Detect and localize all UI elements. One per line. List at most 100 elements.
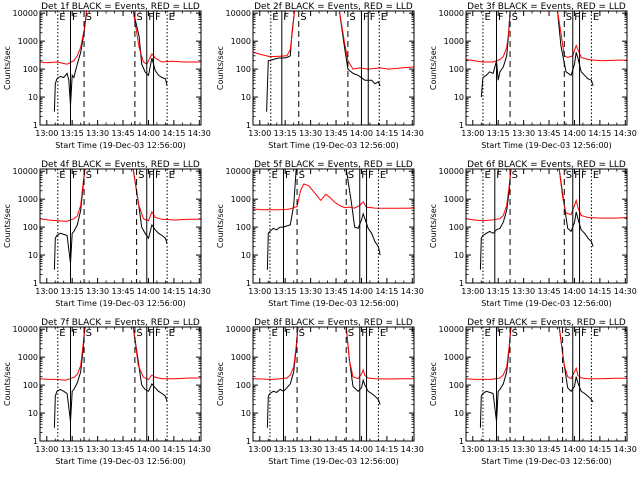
x-tick-label: 14:00	[350, 129, 373, 138]
y-tick-label: 1	[246, 121, 251, 130]
marker-label: E	[484, 328, 490, 339]
y-tick-label: 1	[459, 279, 464, 288]
x-tick-label: 14:30	[614, 129, 637, 138]
marker-label: F	[370, 12, 376, 23]
x-axis-label: Start Time (19-Dec-03 12:56:00)	[55, 457, 186, 466]
marker-label: E	[381, 12, 387, 23]
panel-title: Det 2f BLACK = Events, RED = LLD	[254, 2, 413, 12]
panel-title: Det 7f BLACK = Events, RED = LLD	[41, 318, 200, 328]
panel-title: Det 5f BLACK = Events, RED = LLD	[254, 160, 413, 170]
marker-label: S	[512, 170, 518, 181]
panel-title: Det 1f BLACK = Events, RED = LLD	[41, 2, 200, 12]
y-axis-label: Counts/sec	[429, 46, 438, 90]
x-axis-label: Start Time (19-Dec-03 12:56:00)	[268, 141, 399, 150]
x-tick-label: 14:15	[588, 445, 611, 454]
y-tick-label: 1000	[18, 195, 38, 204]
marker-label: E	[169, 12, 175, 23]
x-tick-label: 13:00	[248, 445, 271, 454]
series-group	[253, 327, 414, 428]
marker-label: S	[86, 12, 92, 23]
x-tick-label: 13:30	[512, 129, 535, 138]
x-tick-label: 14:30	[401, 287, 424, 296]
x-tick-label: 13:30	[512, 287, 535, 296]
plot-frame	[39, 326, 202, 442]
x-tick-label: 14:00	[137, 129, 160, 138]
marker-label: F	[574, 328, 580, 339]
series-events-line	[53, 11, 168, 112]
x-tick-label: 13:30	[512, 445, 535, 454]
y-tick-label: 100	[23, 65, 38, 74]
marker-label: S	[86, 170, 92, 181]
marker-label: E	[59, 328, 65, 339]
series-lld-line	[466, 11, 627, 63]
x-tick-label: 14:15	[375, 287, 398, 296]
x-tick-label: 13:00	[248, 287, 271, 296]
y-tick-label: 1	[459, 121, 464, 130]
y-axis-label: Counts/sec	[429, 362, 438, 406]
marker-label: F	[361, 328, 367, 339]
y-tick-label: 10000	[226, 167, 251, 176]
y-tick-label: 1000	[18, 353, 38, 362]
series-lld-line	[253, 11, 414, 70]
series-lld-line	[466, 327, 627, 380]
plot-frame	[465, 168, 628, 284]
marker-label: F	[368, 170, 374, 181]
x-tick-label: 14:15	[162, 129, 185, 138]
x-tick-label: 14:00	[137, 287, 160, 296]
panel-title: Det 6f BLACK = Events, RED = LLD	[467, 160, 626, 170]
marker-label: E	[380, 328, 386, 339]
series-lld-line	[253, 327, 414, 380]
y-ticks: 1 10 100 1000 10000	[439, 9, 627, 130]
x-tick-label: 13:45	[112, 445, 135, 454]
x-tick-label: 14:30	[614, 287, 637, 296]
y-tick-label: 1	[33, 121, 38, 130]
y-ticks: 1 10 100 1000 10000	[439, 325, 627, 446]
y-tick-label: 100	[236, 381, 251, 390]
marker-label: F	[581, 12, 587, 23]
y-tick-label: 1	[246, 279, 251, 288]
y-tick-label: 10	[454, 251, 464, 260]
series-lld-line	[40, 169, 201, 222]
x-ticks: 13:00 13:15 13:30 13:45 14:00 14:15 14:30	[461, 327, 637, 454]
y-ticks: 1 10 100 1000 10000	[13, 167, 201, 288]
x-tick-label: 14:00	[563, 445, 586, 454]
y-ticks: 1 10 100 1000 10000	[13, 325, 201, 446]
y-axis-label: Counts/sec	[3, 46, 12, 90]
y-axis-label: Counts/sec	[3, 204, 12, 248]
y-tick-label: 100	[23, 223, 38, 232]
marker-label: F	[363, 12, 369, 23]
x-axis-label: Start Time (19-Dec-03 12:56:00)	[481, 141, 612, 150]
panel-det-6: Det 6f BLACK = Events, RED = LLD Counts/s…	[429, 160, 637, 308]
y-tick-label: 100	[449, 223, 464, 232]
marker-label: S	[299, 170, 305, 181]
x-tick-label: 13:00	[35, 129, 58, 138]
panel-det-4: Det 4f BLACK = Events, RED = LLD Counts/s…	[3, 160, 211, 308]
series-group	[466, 11, 627, 98]
marker-label: E	[593, 12, 599, 23]
y-tick-label: 1000	[231, 195, 251, 204]
x-tick-label: 13:45	[325, 129, 348, 138]
marker-label: F	[368, 328, 374, 339]
x-tick-label: 13:30	[299, 129, 322, 138]
marker-label: E	[593, 170, 599, 181]
x-tick-label: 13:15	[487, 129, 510, 138]
y-axis-label: Counts/sec	[216, 204, 225, 248]
x-tick-label: 13:30	[299, 287, 322, 296]
marker-label: F	[285, 328, 291, 339]
x-tick-label: 14:30	[614, 445, 637, 454]
x-tick-label: 13:15	[487, 445, 510, 454]
series-events-line	[266, 327, 381, 428]
y-tick-label: 10	[454, 93, 464, 102]
plot-frame	[39, 10, 202, 126]
marker-label: F	[148, 12, 154, 23]
x-tick-label: 13:30	[86, 129, 109, 138]
marker-label: E	[593, 328, 599, 339]
series-group	[40, 11, 201, 112]
marker-label: S	[299, 328, 305, 339]
marker-label: S	[138, 170, 144, 181]
marker-label: E	[271, 328, 277, 339]
marker-label: E	[380, 170, 386, 181]
